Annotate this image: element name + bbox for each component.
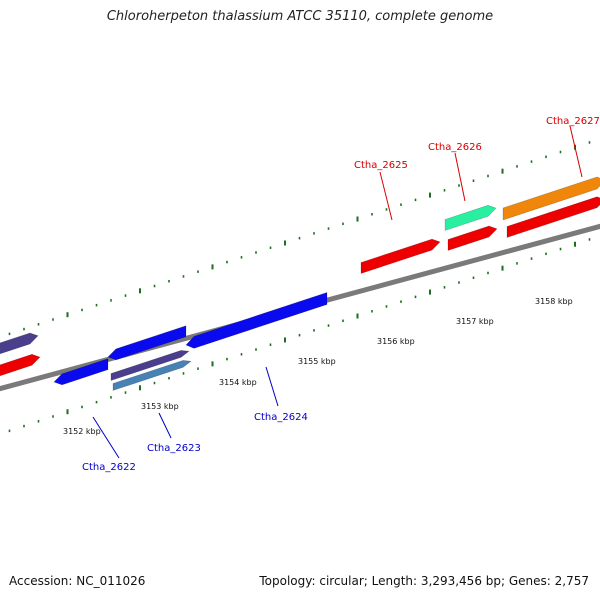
- leader-line: [379, 171, 393, 221]
- leader-line: [265, 366, 279, 407]
- scale-label: 3156 kbp: [377, 337, 415, 346]
- scale-label: 3154 kbp: [219, 378, 257, 387]
- genome-summary-text: Topology: circular; Length: 3,293,456 bp…: [259, 574, 589, 588]
- scale-label: 3158 kbp: [535, 297, 573, 306]
- gene-label: Ctha_2622: [82, 462, 136, 473]
- gene-label: Ctha_2626: [428, 142, 482, 153]
- gene-arrow-red: [506, 196, 600, 238]
- gene-arrow-ctha-2623: [110, 350, 190, 381]
- scale-label: 3153 kbp: [141, 402, 179, 411]
- scale-label: 3157 kbp: [456, 317, 494, 326]
- leader-line: [569, 125, 583, 178]
- gene-arrow-ctha-2625: [360, 238, 441, 274]
- accession-text: Accession: NC_011026: [9, 574, 146, 588]
- tick-marks: [8, 141, 591, 433]
- scale-label: 3155 kbp: [298, 357, 336, 366]
- gene-arrow-ctha-2626: [444, 204, 497, 231]
- gene-arrow-ctha-2627: [502, 176, 600, 221]
- gene-arrow-ctha-2624: [185, 292, 328, 349]
- gene-label: Ctha_2624: [254, 412, 308, 423]
- gene-labels: Ctha_2622 Ctha_2623 Ctha_2624 Ctha_2625 Ctha…: [82, 116, 600, 473]
- gene-arrow-red: [0, 353, 41, 377]
- leader-line: [158, 412, 172, 439]
- gene-label: Ctha_2623: [147, 443, 201, 454]
- label-leaders: [92, 125, 583, 459]
- gene-arrow-blue: [107, 325, 187, 361]
- leader-line: [92, 416, 120, 459]
- leader-line: [454, 152, 466, 202]
- gene-arrow-red: [447, 225, 498, 251]
- gene-arrow-ctha-2622: [53, 358, 109, 386]
- scale-labels: 3152 kbp 3153 kbp 3154 kbp 3155 kbp 3156 kbp…: [63, 297, 573, 436]
- gene-arrow-navy: [0, 332, 39, 355]
- map-title: Chloroherpeton thalassium ATCC 35110, co…: [106, 9, 494, 24]
- scale-label: 3152 kbp: [63, 427, 101, 436]
- gene-label: Ctha_2625: [354, 160, 408, 171]
- gene-arrow-steel: [112, 360, 192, 391]
- gene-label: Ctha_2627: [546, 116, 600, 127]
- gene-features: [0, 176, 600, 391]
